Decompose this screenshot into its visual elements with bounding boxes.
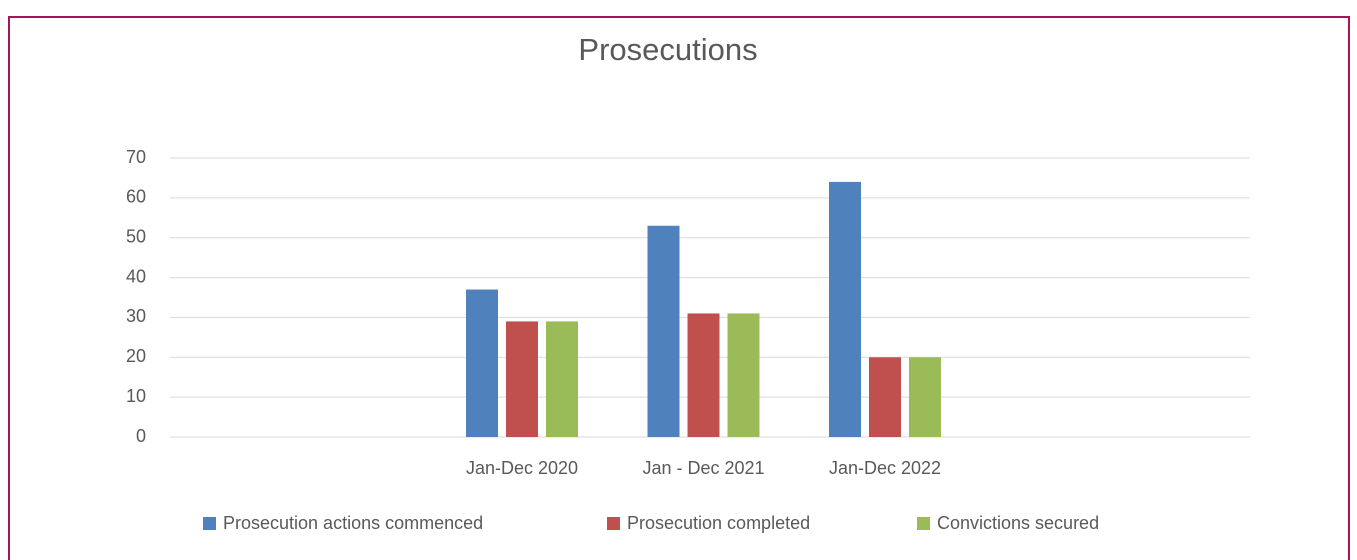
bar [647, 225, 680, 437]
bar [727, 313, 760, 437]
bar [466, 289, 498, 437]
bar [829, 181, 861, 437]
legend-swatch [203, 517, 216, 530]
bar [869, 357, 901, 437]
legend-swatch [917, 517, 930, 530]
legend-label: Prosecution actions commenced [223, 513, 483, 533]
bar [909, 357, 941, 437]
y-tick-label: 20 [126, 346, 146, 366]
legend-swatch [607, 517, 620, 530]
y-tick-label: 70 [126, 147, 146, 167]
x-tick-label: Jan - Dec 2021 [642, 458, 764, 478]
x-tick-label: Jan-Dec 2022 [829, 458, 941, 478]
legend-label: Convictions secured [937, 513, 1099, 533]
y-tick-label: 60 [126, 187, 146, 207]
y-tick-label: 30 [126, 306, 146, 326]
chart-title: Prosecutions [578, 32, 757, 67]
y-tick-label: 10 [126, 386, 146, 406]
legend-label: Prosecution completed [627, 513, 810, 533]
x-tick-label: Jan-Dec 2020 [466, 458, 578, 478]
bar [546, 321, 578, 437]
y-tick-label: 0 [136, 426, 146, 446]
bar [687, 313, 720, 437]
bar [506, 321, 538, 437]
y-tick-label: 40 [126, 266, 146, 286]
y-tick-label: 50 [126, 226, 146, 246]
